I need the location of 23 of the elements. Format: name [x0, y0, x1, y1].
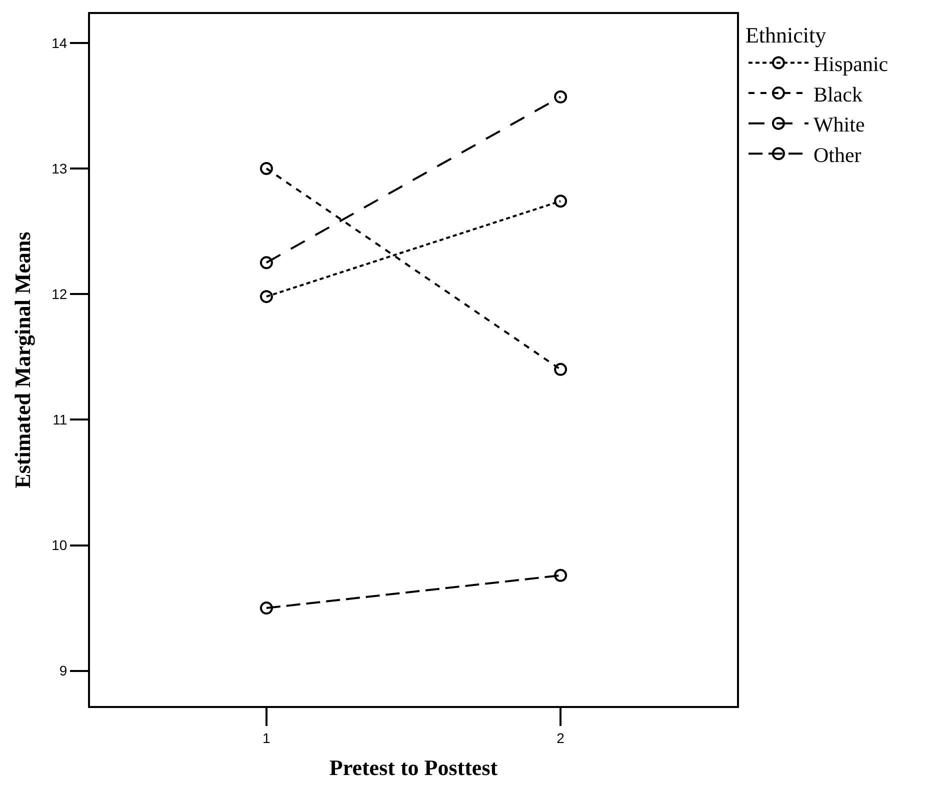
legend-label: Hispanic [813, 52, 888, 76]
point [260, 162, 273, 175]
point [260, 290, 273, 304]
point [554, 194, 568, 208]
legend-title: Ethnicity [745, 22, 826, 48]
point [554, 568, 568, 582]
x-tick-label: 2 [556, 730, 565, 746]
point [260, 256, 273, 270]
point [554, 362, 568, 376]
y-tick-label: 12 [52, 286, 68, 302]
point [554, 90, 568, 104]
y-tick-label: 13 [52, 160, 68, 176]
y-tick-label: 10 [52, 537, 68, 554]
x-tick-label: 1 [262, 730, 271, 746]
x-axis-title: Pretest to Posttest [329, 755, 498, 780]
y-tick-label: 14 [52, 34, 68, 51]
legend-label: Black [813, 82, 863, 106]
legend-label: White [813, 112, 865, 137]
y-tick-label: 9 [59, 662, 68, 679]
y-axis-title: Estimated Marginal Means [10, 231, 35, 488]
legend-label: Other [813, 142, 862, 167]
point [260, 602, 273, 615]
y-tick-label: 11 [52, 412, 68, 428]
